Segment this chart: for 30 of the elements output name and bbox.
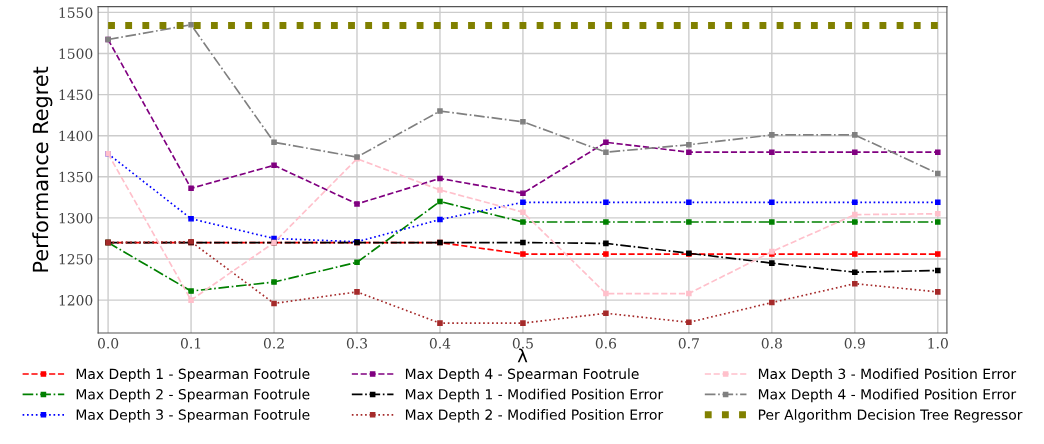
y-tick-label: 1450 xyxy=(59,89,93,101)
y-tick-label: 1350 xyxy=(59,171,93,183)
y-axis-title: Performance Regret xyxy=(32,66,53,272)
legend-label: Max Depth 2 - Modified Position Error xyxy=(405,409,664,423)
y-tick-label: 1200 xyxy=(59,295,93,306)
legend-label: Per Algorithm Decision Tree Regressor xyxy=(758,409,1023,423)
y-tick-label: 1550 xyxy=(59,7,93,18)
x-tick-label: 0.1 xyxy=(180,338,201,349)
x-tick-label: 0.0 xyxy=(97,338,119,349)
y-tick-label: 1300 xyxy=(59,212,93,224)
x-tick-label: 0.5 xyxy=(512,338,533,349)
legend-label: Max Depth 4 - Spearman Footrule xyxy=(405,368,639,382)
x-axis-title: λ xyxy=(517,348,528,363)
x-tick-label: 0.2 xyxy=(263,338,284,349)
y-tick-label: 1250 xyxy=(59,253,93,265)
x-tick-label: 1.0 xyxy=(928,338,948,349)
x-tick-label: 0.7 xyxy=(678,338,699,349)
legend-label: Max Depth 2 - Spearman Footrule xyxy=(76,388,310,403)
legend-label: Max Depth 3 - Modified Position Error xyxy=(758,368,1017,382)
legend-label: Max Depth 4 - Modified Position Error xyxy=(758,388,1017,403)
x-tick-label: 0.8 xyxy=(761,338,782,349)
y-tick-label: 1500 xyxy=(59,48,93,59)
legend-label: Max Depth 1 - Modified Position Error xyxy=(405,388,664,403)
y-tick-label: 1400 xyxy=(59,130,93,142)
x-tick-label: 0.4 xyxy=(429,338,451,349)
x-tick-label: 0.9 xyxy=(844,338,865,349)
x-tick-label: 0.6 xyxy=(595,338,617,349)
x-tick-label: 0.3 xyxy=(346,338,368,349)
legend-label: Max Depth 1 - Spearman Footrule xyxy=(76,368,310,382)
legend-label: Max Depth 3 - Spearman Footrule xyxy=(76,409,310,423)
